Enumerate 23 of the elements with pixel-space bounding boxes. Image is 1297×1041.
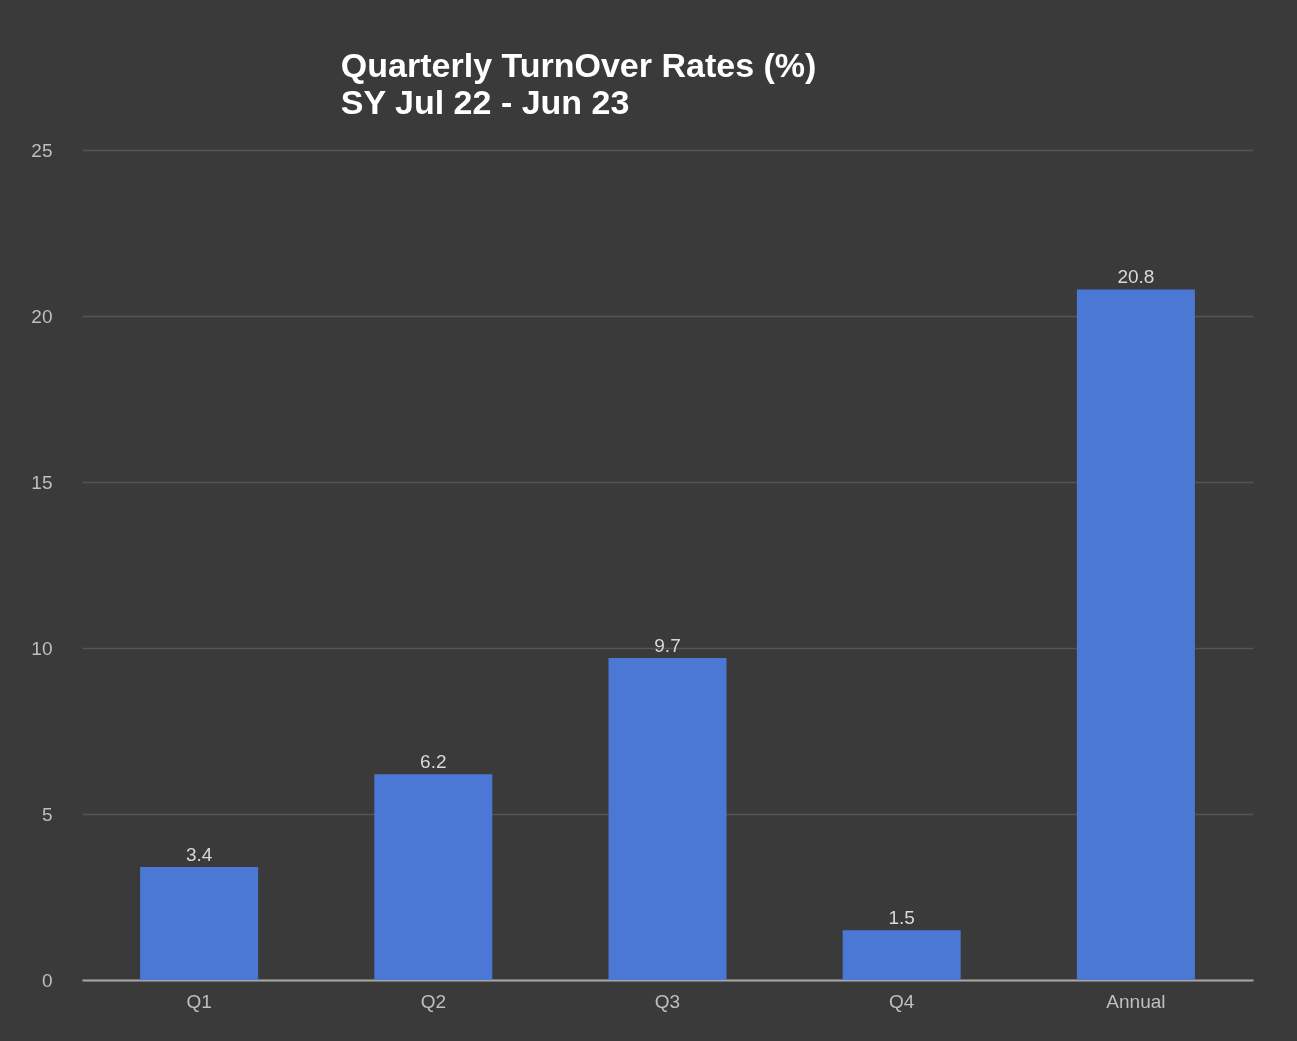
chart-subtitle: SY Jul 22 - Jun 23 <box>340 83 630 121</box>
data-label: 6.2 <box>420 751 447 773</box>
y-tick-label: 0 <box>41 969 53 991</box>
bar <box>140 867 259 980</box>
y-tick-label: 20 <box>31 305 53 327</box>
y-tick-label: 25 <box>31 139 53 161</box>
bar <box>374 774 493 980</box>
bar <box>842 930 961 980</box>
y-tick-label: 10 <box>31 637 53 659</box>
y-tick-label: 5 <box>41 803 53 825</box>
data-label: 9.7 <box>654 634 681 656</box>
x-tick-label: Q3 <box>654 990 681 1012</box>
chart-title: Quarterly TurnOver Rates (%) <box>340 46 817 84</box>
data-label: 3.4 <box>185 844 213 866</box>
bar <box>1076 289 1195 980</box>
bar <box>608 657 727 980</box>
x-tick-label: Q2 <box>420 990 446 1012</box>
x-tick-label: Annual <box>1106 990 1166 1012</box>
y-tick-label: 15 <box>31 471 53 493</box>
x-tick-label: Q4 <box>889 990 915 1012</box>
x-tick-label: Q1 <box>186 990 212 1012</box>
data-label: 20.8 <box>1117 266 1155 288</box>
data-label: 1.5 <box>888 907 915 929</box>
